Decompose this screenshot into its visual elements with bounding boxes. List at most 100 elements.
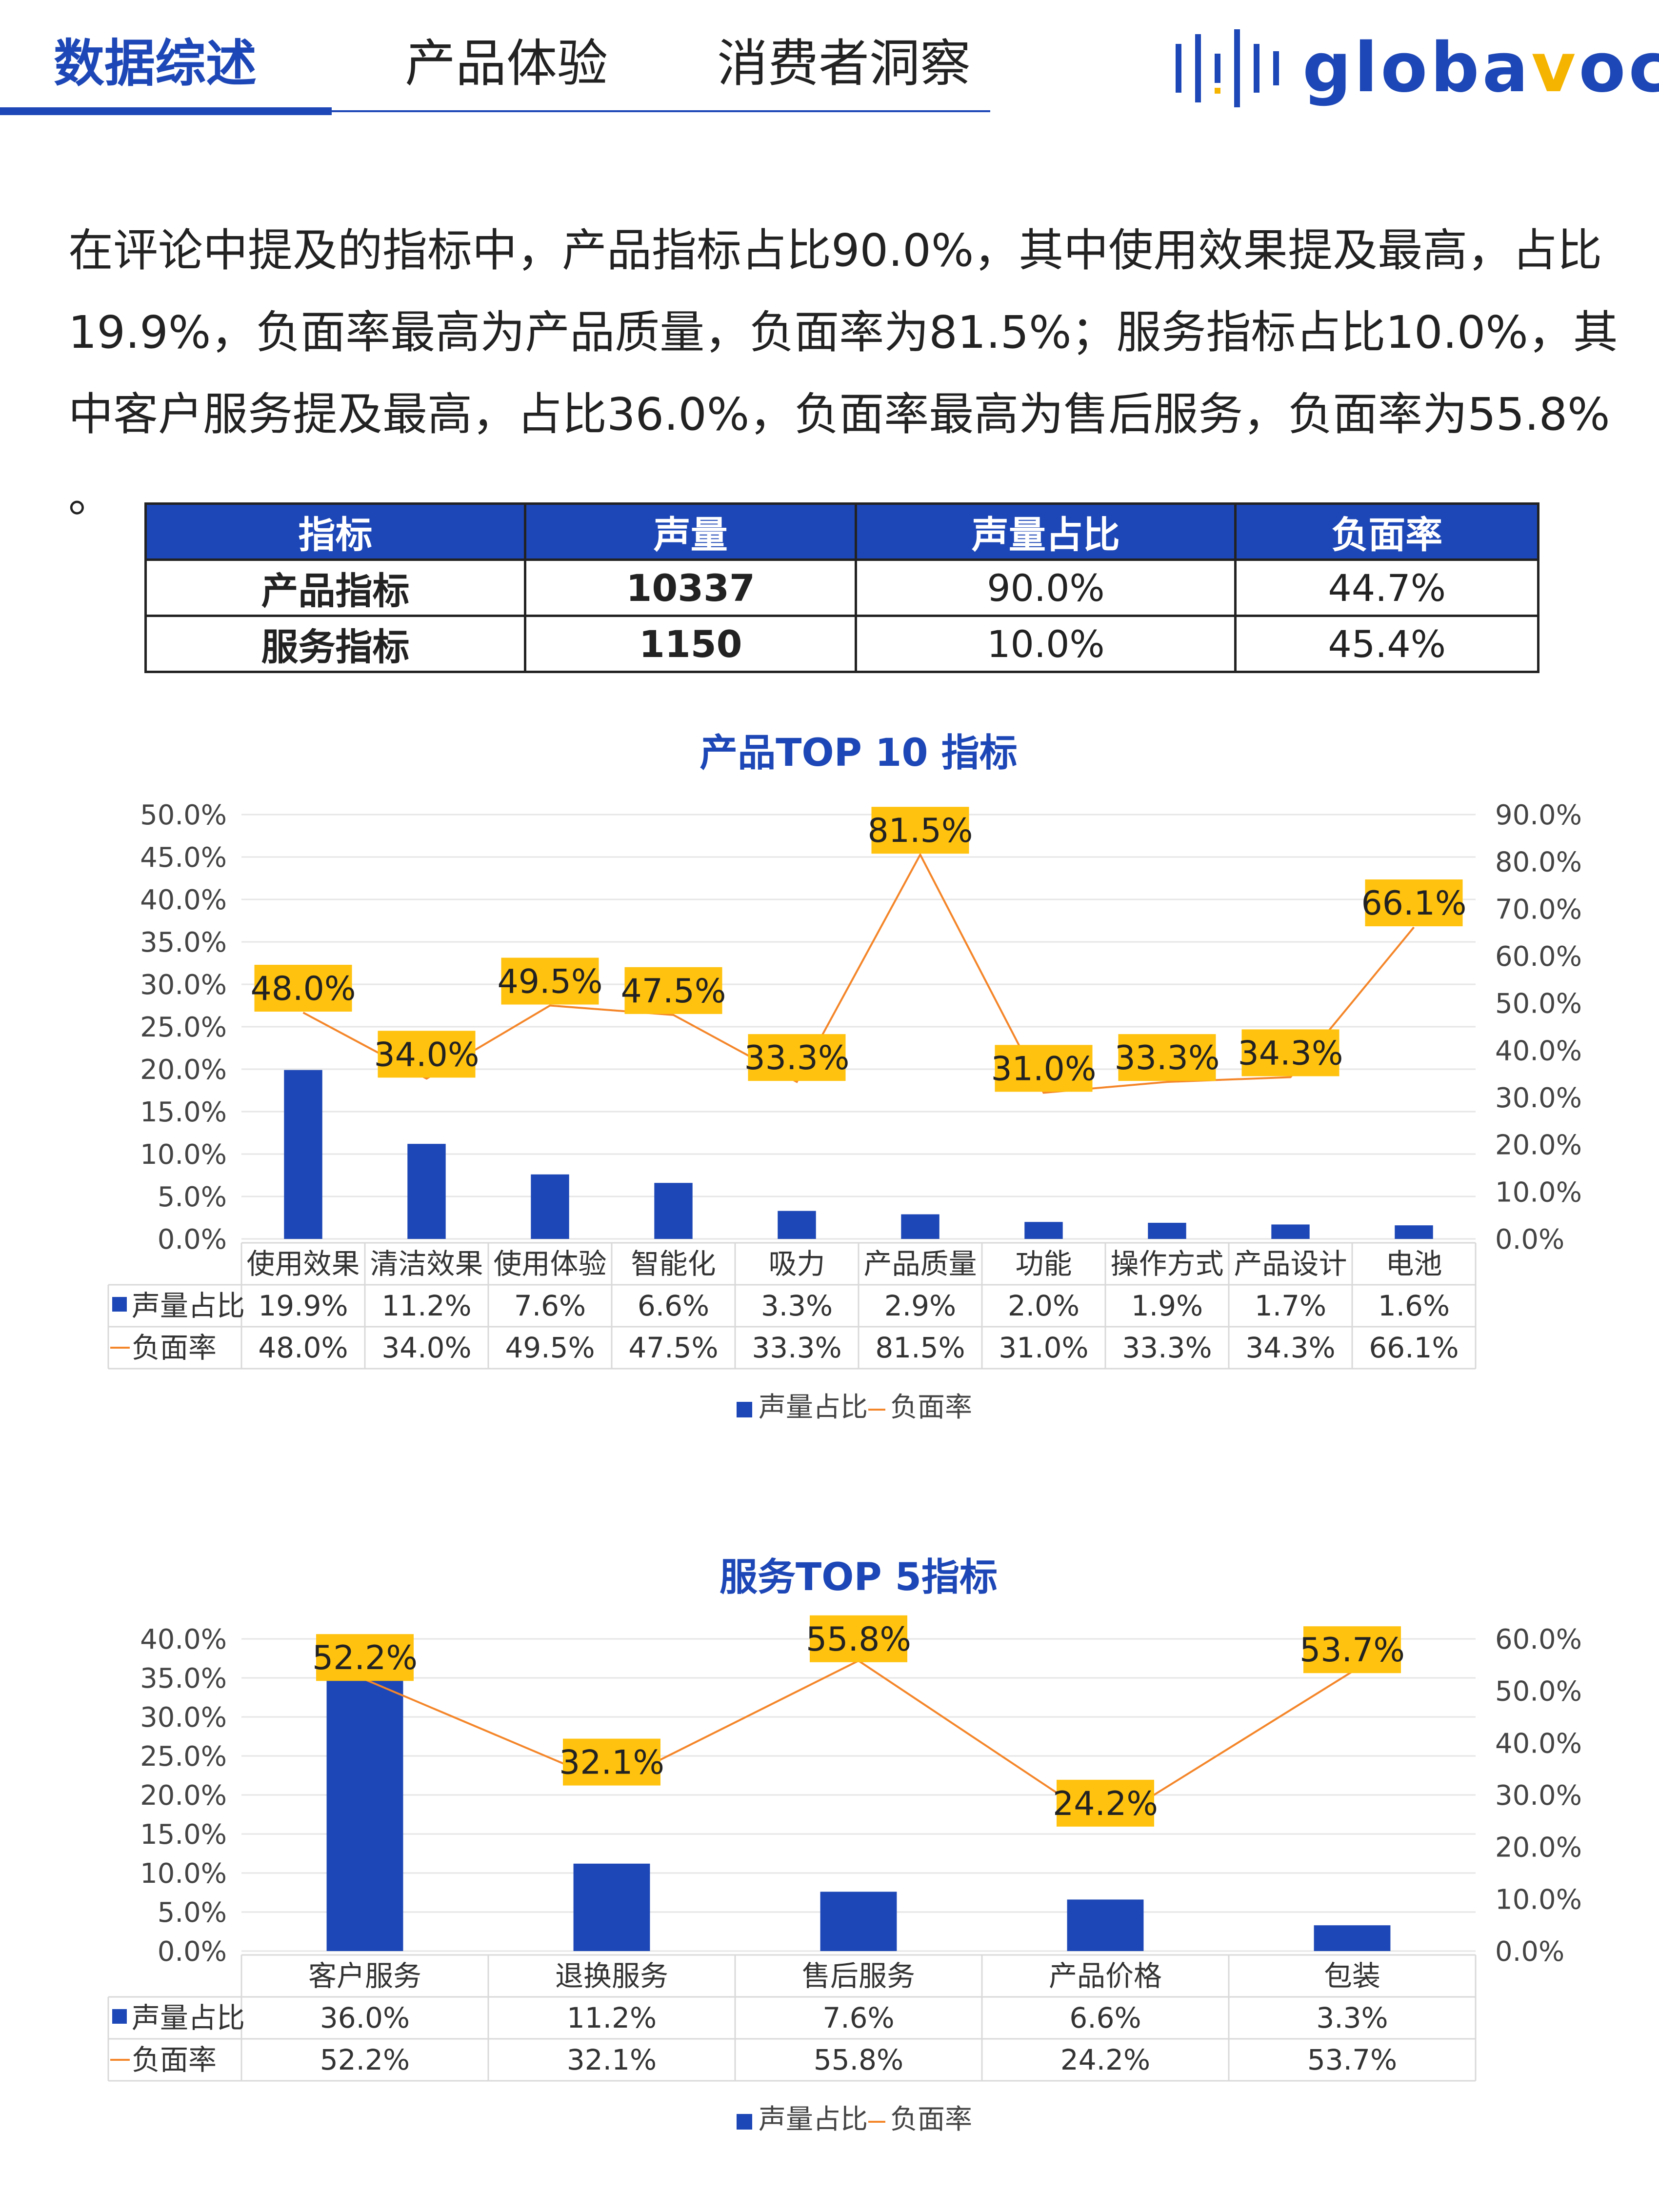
table-cell: 产品指标 xyxy=(144,558,527,617)
table-value: 6.6% xyxy=(638,1289,709,1322)
data-label: 53.7% xyxy=(1299,1631,1405,1670)
table-value: 32.1% xyxy=(567,2043,657,2076)
data-label: 34.0% xyxy=(374,1036,479,1074)
y-tick-right: 60.0% xyxy=(1495,1624,1582,1655)
active-tab-indicator xyxy=(0,107,332,115)
product-top10-svg: 产品TOP 10 指标 0.0% 5.0% 10.0% 15.0% 20.0% 25.0% 3… xyxy=(107,731,1582,1423)
table-value: 55.8% xyxy=(814,2043,903,2076)
tab-product-experience[interactable]: 产品体验 xyxy=(405,34,608,93)
data-label: 31.0% xyxy=(991,1050,1096,1088)
data-label: 32.1% xyxy=(559,1744,664,1782)
data-label-bg xyxy=(501,957,599,1005)
kpi-table: 指标 声量 声量占比 负面率 产品指标 10337 90.0% 44.7% 服务… xyxy=(144,502,1539,673)
y-tick-right: 20.0% xyxy=(1495,1130,1582,1161)
bar xyxy=(1067,1899,1144,1951)
bar xyxy=(531,1174,569,1239)
table-row: 服务指标 1150 10.0% 45.4% xyxy=(144,615,1539,673)
sound-wave-icon xyxy=(1176,29,1279,107)
table-header: 负面率 xyxy=(1234,502,1539,561)
legend-key-bar xyxy=(112,2009,127,2024)
x-tick-label: 智能化 xyxy=(631,1247,716,1280)
data-label: 33.3% xyxy=(744,1039,849,1077)
table-value: 1.6% xyxy=(1378,1289,1450,1322)
x-tick-label: 售后服务 xyxy=(802,1959,915,1993)
table-cell: 45.4% xyxy=(1234,615,1539,673)
data-label-bg xyxy=(1303,1626,1401,1674)
y-tick-right: 30.0% xyxy=(1495,1082,1582,1114)
y-tick-right: 20.0% xyxy=(1495,1832,1582,1864)
table-value: 33.3% xyxy=(752,1331,841,1364)
x-tick-label: 产品设计 xyxy=(1234,1247,1347,1280)
bar xyxy=(1395,1225,1433,1239)
tab-data-overview[interactable]: 数据综述 xyxy=(54,34,257,93)
legend-key-bar xyxy=(112,1297,127,1312)
y-tick-left: 20.0% xyxy=(140,1054,227,1086)
table-value: 19.9% xyxy=(258,1289,348,1322)
bar xyxy=(573,1863,650,1951)
data-label: 48.0% xyxy=(250,970,356,1008)
y-tick-left: 35.0% xyxy=(140,1663,227,1694)
table-series-name: 声量占比 xyxy=(132,1289,245,1322)
y-tick-left: 20.0% xyxy=(140,1780,227,1812)
table-value: 7.6% xyxy=(822,2001,894,2034)
legend-label: 声量占比 xyxy=(759,1392,868,1423)
y-tick-right: 80.0% xyxy=(1495,847,1582,878)
table-value: 81.5% xyxy=(875,1331,965,1364)
table-header: 指标 xyxy=(144,502,527,561)
data-label: 47.5% xyxy=(620,972,726,1011)
data-label-bg xyxy=(1365,879,1463,927)
bar xyxy=(654,1183,693,1239)
y-tick-left: 5.0% xyxy=(158,1181,227,1213)
y-tick-left: 0.0% xyxy=(158,1936,227,1968)
y-tick-right: 60.0% xyxy=(1495,941,1582,973)
y-tick-right: 50.0% xyxy=(1495,1676,1582,1708)
table-row: 产品指标 10337 90.0% 44.7% xyxy=(144,558,1539,617)
bar xyxy=(1148,1222,1186,1239)
bar xyxy=(901,1214,939,1239)
y-tick-left: 50.0% xyxy=(140,799,227,831)
data-label-bg xyxy=(254,965,352,1012)
bar xyxy=(778,1211,816,1239)
x-tick-label: 功能 xyxy=(1015,1247,1072,1280)
line-series xyxy=(364,1659,1353,1827)
y-tick-right: 0.0% xyxy=(1495,1936,1564,1968)
chart-title: 服务TOP 5指标 xyxy=(720,1555,998,1599)
table-value: 2.9% xyxy=(884,1289,956,1322)
legend-label: 声量占比 xyxy=(759,2104,868,2135)
x-tick-label: 产品价格 xyxy=(1049,1959,1162,1993)
data-label: 33.3% xyxy=(1114,1039,1219,1077)
table-series-name: 负面率 xyxy=(132,2043,217,2076)
table-value: 33.3% xyxy=(1122,1331,1212,1364)
table-value: 34.3% xyxy=(1245,1331,1335,1364)
y-tick-left: 25.0% xyxy=(140,1012,227,1043)
data-label-bg xyxy=(316,1634,414,1681)
table-series-name: 声量占比 xyxy=(132,2001,245,2034)
data-label-bg xyxy=(871,807,969,854)
y-tick-right: 40.0% xyxy=(1495,1035,1582,1067)
table-value: 11.2% xyxy=(567,2001,657,2034)
table-value: 31.0% xyxy=(999,1331,1088,1364)
data-label-bg xyxy=(563,1738,660,1786)
table-value: 36.0% xyxy=(320,2001,410,2034)
data-label-bg xyxy=(995,1045,1093,1092)
data-label: 49.5% xyxy=(497,963,602,1001)
table-cell: 10.0% xyxy=(855,615,1237,673)
bar xyxy=(1271,1224,1310,1239)
product-top10-chart: 产品TOP 10 指标 0.0% 5.0% 10.0% 15.0% 20.0% 25.0% 3… xyxy=(0,722,1659,1444)
table-value: 7.6% xyxy=(514,1289,586,1322)
table-cell: 90.0% xyxy=(855,558,1237,617)
legend-marker-bar xyxy=(737,1402,752,1417)
bar xyxy=(407,1144,446,1239)
data-label-bg xyxy=(810,1615,907,1662)
legend-label: 负面率 xyxy=(890,2104,972,2135)
y-tick-left: 10.0% xyxy=(140,1139,227,1171)
tab-consumer-insight[interactable]: 消费者洞察 xyxy=(717,34,971,93)
table-value: 52.2% xyxy=(320,2043,410,2076)
table-cell: 10337 xyxy=(524,558,858,617)
summary-text: 在评论中提及的指标中，产品指标占比90.0%，其中使用效果提及最高，占比19.9… xyxy=(68,224,1618,522)
line-series xyxy=(302,852,1415,1094)
y-tick-left: 30.0% xyxy=(140,1702,227,1734)
data-label: 34.3% xyxy=(1238,1034,1343,1073)
x-tick-label: 吸力 xyxy=(768,1247,825,1280)
y-tick-right: 90.0% xyxy=(1495,799,1582,831)
